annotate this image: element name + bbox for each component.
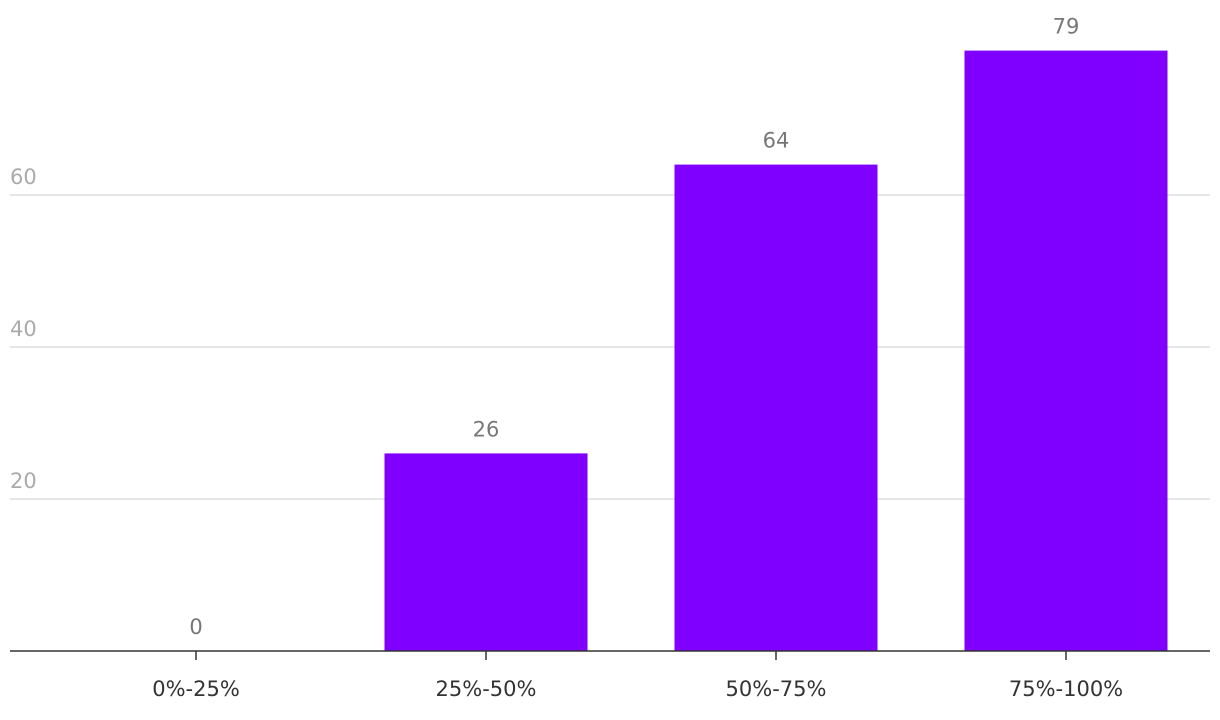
x-tick-label: 0%-25% (152, 677, 240, 701)
bar (384, 453, 588, 651)
x-tick-label: 50%-75% (726, 677, 827, 701)
value-label: 79 (1053, 15, 1080, 39)
y-tick-label: 40 (10, 317, 37, 341)
x-tick-label: 25%-50% (436, 677, 537, 701)
x-tick-label: 75%-100% (1009, 677, 1123, 701)
value-label: 0 (189, 615, 202, 639)
bar (964, 50, 1168, 652)
value-label: 64 (763, 129, 790, 153)
value-label: 26 (473, 417, 500, 441)
y-tick-label: 60 (10, 165, 37, 189)
y-tick-label: 20 (10, 469, 37, 493)
bar (674, 164, 878, 651)
